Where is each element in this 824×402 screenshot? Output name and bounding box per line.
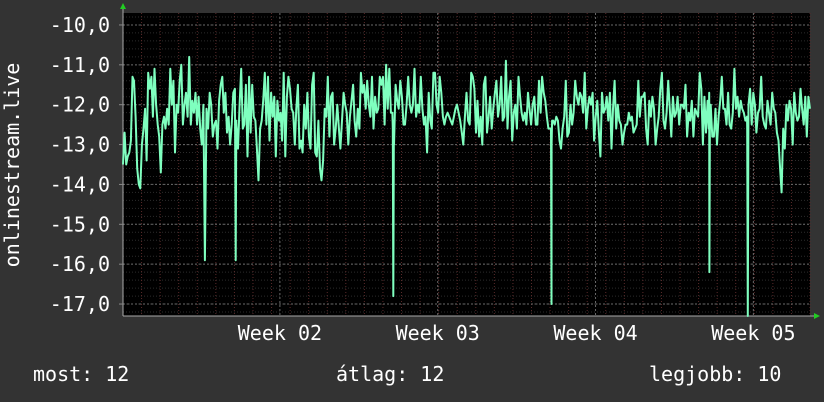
y-tick-label: -17,0 [50, 292, 110, 316]
y-axis-arrow [120, 3, 126, 9]
y-tick-label: -16,0 [50, 252, 110, 276]
y-axis-label: onlinestream.live [0, 63, 24, 268]
stat-current: most: 12 [33, 362, 130, 386]
stat-average: átlag: 12 [336, 362, 445, 386]
x-tick-label: Week 04 [553, 321, 637, 345]
x-tick-label: Week 02 [238, 321, 322, 345]
y-axis-ticks: -10,0 -11,0 -12,0 -13,0 -14,0 -15,0 -16,0 -17,0 [50, 13, 123, 316]
x-tick-label: Week 03 [396, 321, 480, 345]
y-tick-label: -12,0 [50, 93, 110, 117]
series [122, 55, 811, 317]
stat-best: legjobb: 10 [649, 362, 782, 386]
plot-background [123, 13, 810, 316]
y-tick-label: -10,0 [50, 13, 110, 37]
y-tick-label: -15,0 [50, 212, 110, 236]
series-line [122, 55, 811, 317]
y-tick-label: -13,0 [50, 133, 110, 157]
y-tick-label: -14,0 [50, 172, 110, 196]
x-axis-arrow [814, 313, 820, 319]
x-axis-ticks: Week 02 Week 03 Week 04 Week 05 [238, 321, 796, 345]
grid [122, 13, 811, 316]
y-tick-label: -11,0 [50, 53, 110, 77]
x-tick-label: Week 05 [711, 321, 795, 345]
